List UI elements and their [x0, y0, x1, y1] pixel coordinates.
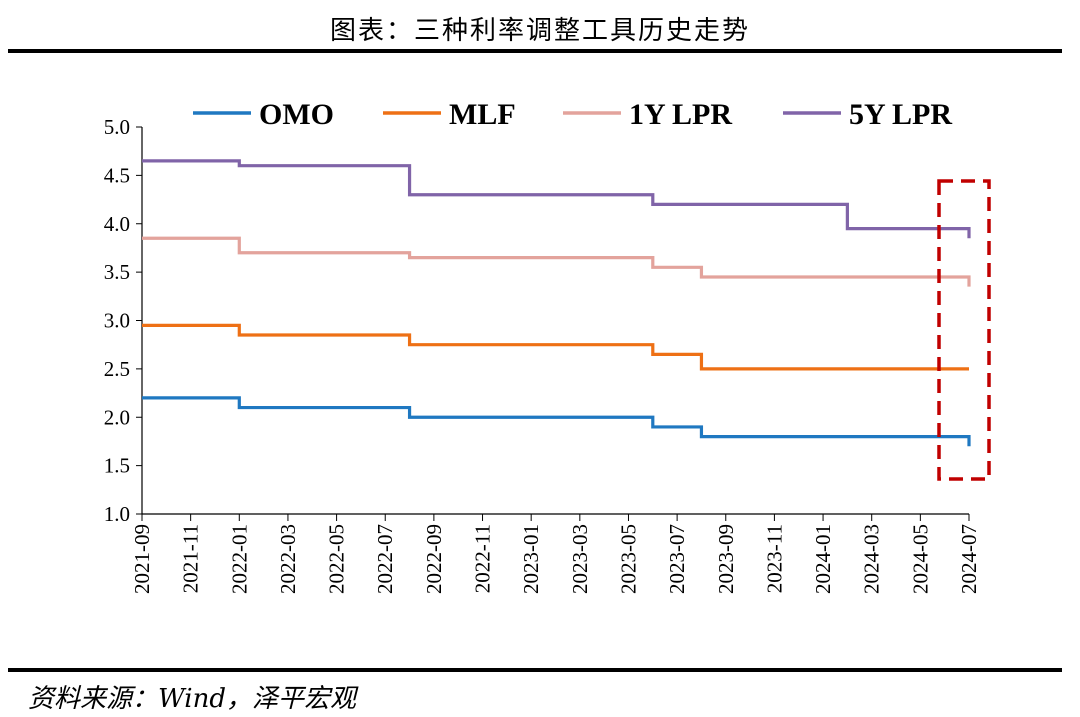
series-line-mlf: [142, 323, 969, 371]
legend-label-1y-lpr: 1Y LPR: [629, 98, 732, 131]
y-tick-label: 1.0: [104, 502, 130, 526]
footer-rule: [8, 668, 1062, 672]
x-tick-label: 2023-11: [762, 524, 786, 593]
highlight-box: [937, 179, 991, 481]
y-tick-label: 1.5: [104, 454, 130, 478]
x-tick-label: 2023-01: [519, 524, 543, 594]
x-tick-label: 2022-07: [373, 524, 397, 594]
x-tick-label: 2024-03: [860, 524, 884, 594]
x-tick-label: 2022-01: [227, 524, 251, 594]
x-tick-label: 2023-09: [714, 524, 738, 594]
y-tick-label: 2.0: [104, 405, 130, 429]
y-tick-label: 2.5: [104, 357, 130, 381]
title-rule: [8, 49, 1062, 53]
y-tick-label: 3.0: [104, 309, 130, 333]
x-tick-label: 2022-03: [276, 524, 300, 594]
y-tick-label: 4.5: [104, 163, 130, 187]
series-line-5y-lpr: [142, 159, 971, 239]
x-tick-label: 2024-01: [811, 524, 835, 594]
legend-label-5y-lpr: 5Y LPR: [849, 98, 952, 131]
x-tick-label: 2022-11: [471, 524, 495, 593]
x-tick-label: 2023-05: [616, 524, 640, 594]
legend-label-omo: OMO: [259, 98, 334, 131]
y-tick-label: 5.0: [104, 115, 130, 139]
chart-title: 图表：三种利率调整工具历史走势: [329, 16, 750, 46]
x-tick-label: 2024-07: [957, 524, 981, 594]
source-note: 资料来源：Wind，泽平宏观: [28, 684, 356, 714]
x-tick-label: 2022-05: [325, 524, 349, 594]
x-tick-label: 2021-11: [179, 524, 203, 593]
x-tick-label: 2023-03: [568, 524, 592, 594]
x-tick-label: 2024-05: [908, 524, 932, 594]
y-tick-label: 4.0: [104, 212, 130, 236]
x-tick-label: 2022-09: [422, 524, 446, 594]
series-line-1y-lpr: [142, 236, 971, 287]
y-tick-label: 3.5: [104, 260, 130, 284]
legend-label-mlf: MLF: [449, 98, 516, 131]
series-line-omo: [142, 396, 971, 447]
x-tick-label: 2023-07: [665, 524, 689, 594]
x-tick-label: 2021-09: [130, 524, 154, 594]
